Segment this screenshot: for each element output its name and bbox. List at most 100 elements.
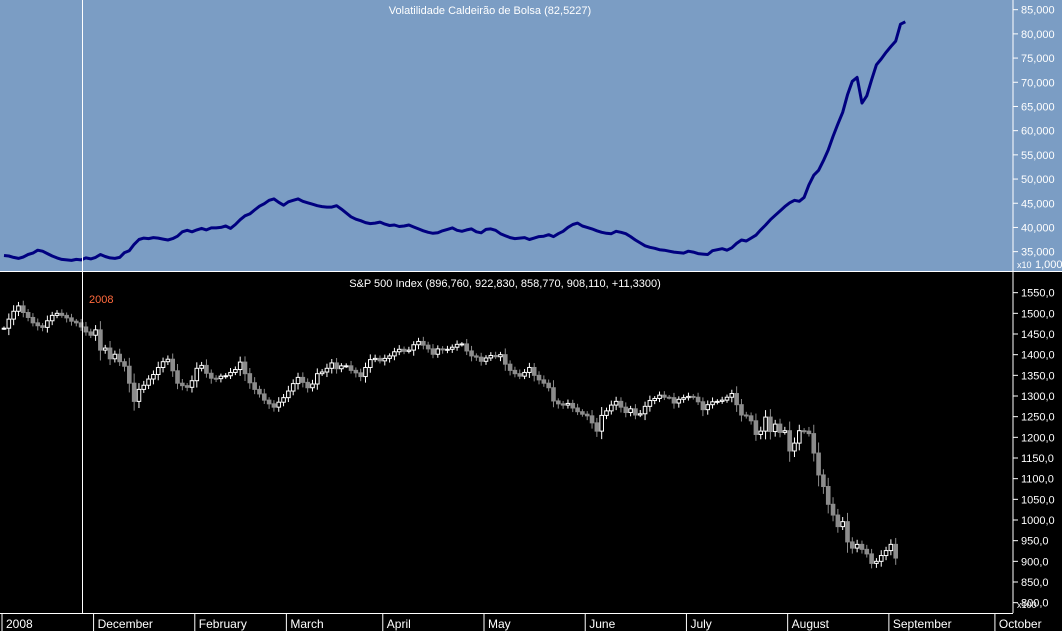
sp500-candle-body [541, 379, 547, 384]
sp500-candle-body [237, 361, 243, 371]
sp500-candle-body [16, 305, 21, 312]
sp500-candle-body [474, 355, 479, 358]
sp500-candle-body [878, 555, 884, 562]
sp500-tick-label: 1550,0 [1021, 288, 1055, 300]
sp500-candle-body [387, 355, 392, 359]
sp500-candle-body [777, 423, 783, 433]
sp500-candle-body [358, 372, 363, 378]
sp500-candle-body [377, 357, 383, 362]
volatility-series-line [3, 20, 906, 262]
sp500-candle-body [507, 363, 513, 371]
sp500-candle-body [599, 414, 604, 432]
sp500-candle-body [690, 395, 696, 398]
sp500-candle-body [546, 382, 551, 389]
sp500-panel-bg [0, 272, 1062, 613]
sp500-candle-body [290, 383, 296, 392]
sp500-candle-body [531, 366, 537, 376]
sp500-candle-body [710, 401, 715, 406]
sp500-candle-body [247, 373, 253, 384]
sp500-candle-body [261, 393, 267, 401]
sp500-tick-label: 1100,0 [1021, 474, 1054, 486]
sp500-candle-body [666, 396, 672, 399]
sp500-candle-body [522, 371, 527, 377]
sp500-axis-multiplier: x100 [1017, 600, 1037, 610]
sp500-candle-body [401, 348, 407, 352]
sp500-candle-body [242, 361, 248, 375]
sp500-candle-body [445, 348, 450, 351]
sp500-candle-body [372, 357, 378, 361]
sp500-candle-body [681, 397, 686, 400]
sp500-candle-body [257, 388, 262, 395]
sp500-tick-label: 1000,0 [1021, 515, 1055, 527]
sp500-candle-body [676, 398, 682, 404]
sp500-candle-body [724, 396, 730, 401]
sp500-tick-label: 1050,0 [1021, 494, 1055, 506]
x-axis-month-label: February [199, 617, 247, 631]
sp500-candle-body [64, 314, 69, 319]
sp500-candle-body [396, 348, 402, 353]
sp500-candle-body [218, 375, 224, 380]
sp500-candle-body [739, 404, 744, 416]
sp500-candle-body [54, 312, 60, 316]
sp500-candle-body [286, 390, 291, 399]
sp500-candle-body [146, 378, 151, 386]
sp500-candle-body [512, 369, 518, 375]
sp500-candle-body [758, 430, 764, 435]
sp500-candle-body [748, 415, 754, 422]
sp500-candle-body [189, 380, 195, 388]
sp500-candle-body [594, 422, 600, 432]
sp500-candle-body [329, 362, 335, 369]
sp500-candle-body [1, 327, 7, 330]
sp500-candle-body [102, 347, 108, 351]
sp500-candle-body [811, 433, 817, 454]
sp500-candle-body [151, 374, 156, 380]
sp500-candle-body [782, 430, 788, 433]
x-axis-month-label: May [488, 617, 511, 631]
volatility-y-axis: 35,000 40,000 45,000 50,000 55,000 60,000 65,0… [1013, 5, 1062, 271]
sp500-candle-body [854, 543, 860, 549]
sp500-tick-label: 1300,0 [1021, 391, 1055, 403]
sp500-candle-body [821, 474, 826, 488]
sp500-candle-body [527, 366, 532, 373]
sp500-candle-body [580, 411, 585, 415]
sp500-candle-body [6, 318, 12, 329]
volatility-tick-label: 70,000 [1021, 77, 1055, 89]
x-axis-bg [0, 613, 1013, 631]
sp500-candle-body [30, 316, 36, 324]
sp500-candle-body [416, 340, 421, 346]
x-axis-month-label: July [690, 617, 711, 631]
sp500-candle-body [840, 521, 845, 528]
sp500-candle-body [864, 548, 870, 555]
sp500-candle-body [204, 364, 209, 374]
sp500-candle-body [339, 365, 344, 370]
volatility-tick-label: 55,000 [1021, 150, 1055, 162]
sp500-candle-body [440, 348, 445, 351]
sp500-candle-body [295, 376, 301, 385]
sp500-candle-body [517, 373, 523, 377]
sp500-candle-body [801, 430, 807, 433]
sp500-candle-body [763, 416, 768, 432]
sp500-candle-body [464, 343, 470, 352]
sp500-candle-body [343, 365, 349, 368]
sp500-candle-body [498, 354, 503, 358]
sp500-candle-body [806, 430, 812, 435]
sp500-candle-body [633, 408, 638, 416]
sp500-candle-body [69, 317, 74, 322]
sp500-candle-body [83, 326, 89, 333]
volatility-tick-label: 60,000 [1021, 126, 1055, 138]
sp500-candle-body [609, 404, 614, 412]
sp500-candle-body [743, 414, 749, 417]
sp500-candle-body [35, 322, 41, 327]
sp500-candle-body [411, 344, 416, 351]
sp500-candle-body [25, 312, 31, 318]
sp500-candle-body [353, 369, 359, 374]
sp500-candle-body [859, 543, 865, 550]
sp500-candle-body [700, 401, 706, 411]
sp500-candle-body [686, 395, 691, 399]
sp500-candle-body [421, 340, 426, 346]
sp500-candle-body [478, 356, 484, 362]
sp500-tick-label: 1250,0 [1021, 412, 1055, 424]
sp500-candle-body [425, 344, 431, 350]
sp500-candle-body [792, 442, 797, 452]
sp500-candle-body [575, 407, 580, 413]
